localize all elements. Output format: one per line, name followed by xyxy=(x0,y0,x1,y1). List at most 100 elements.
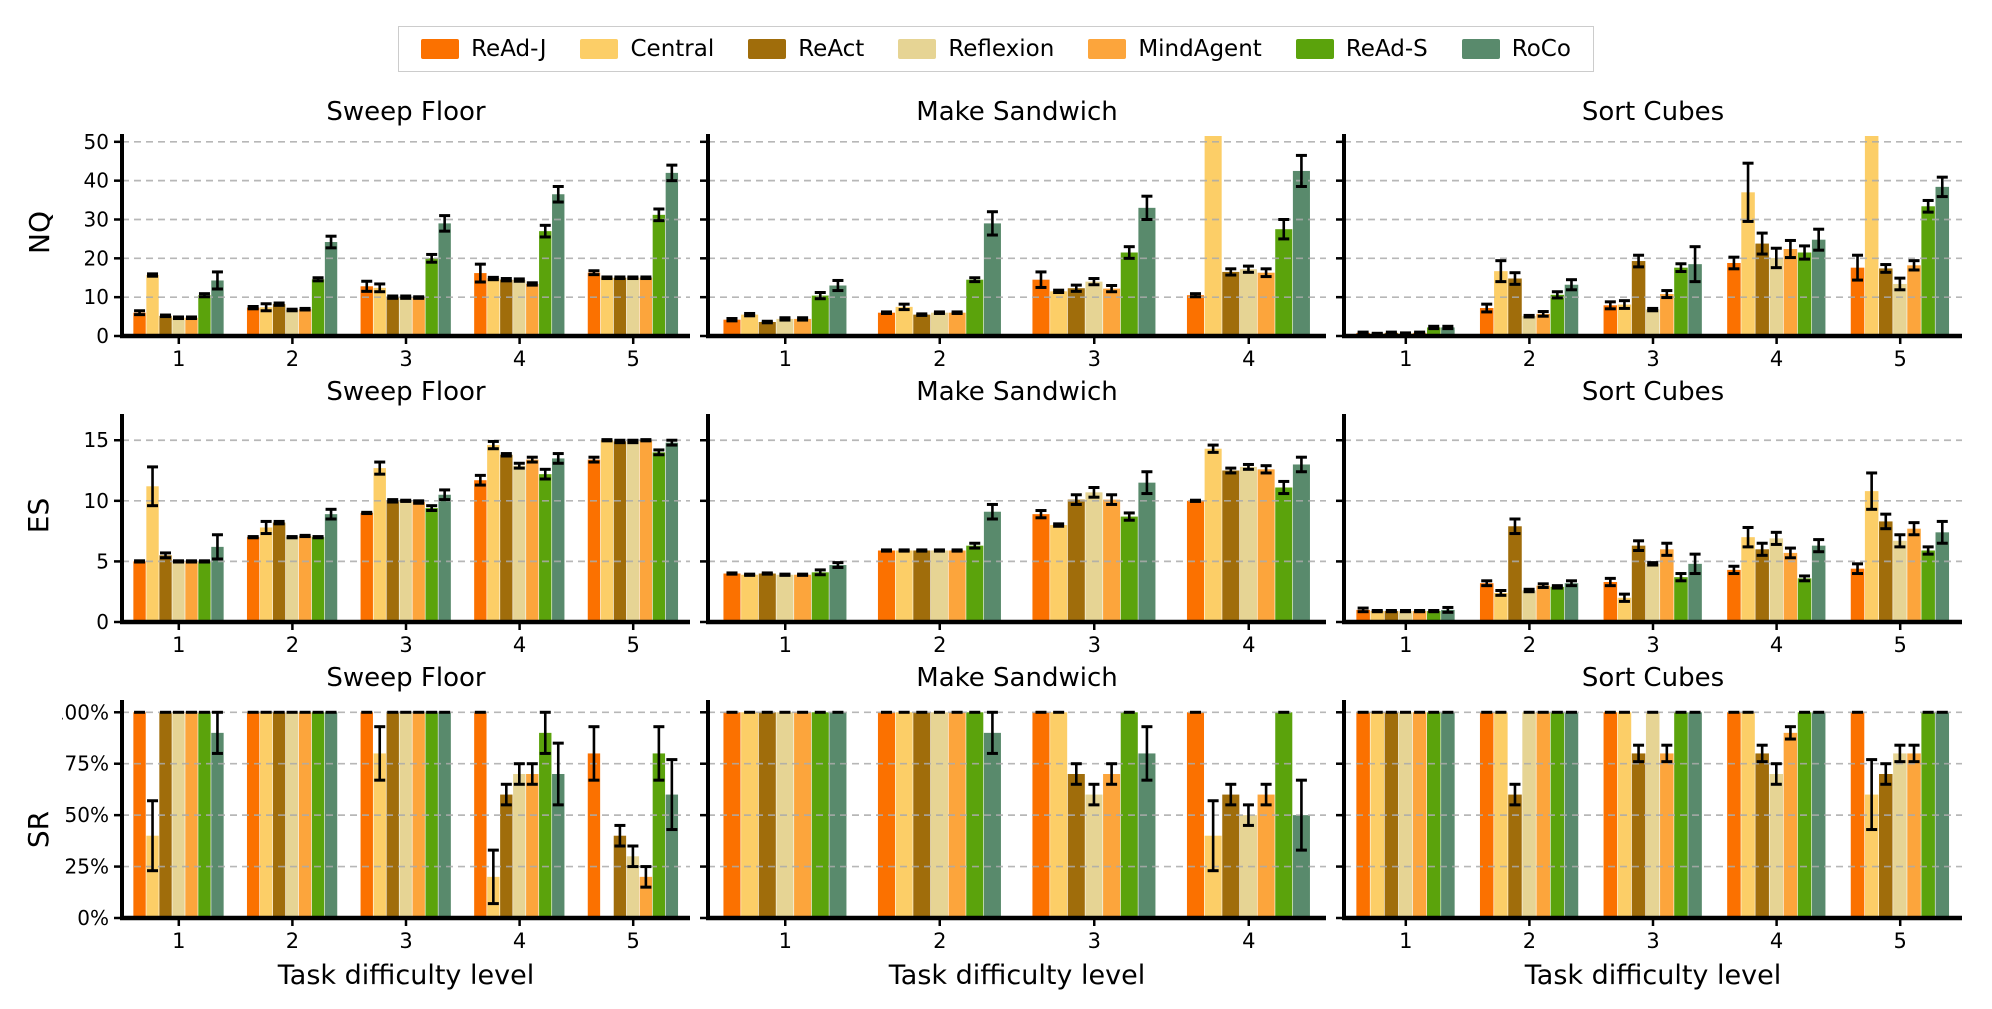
error-bar xyxy=(1428,324,1440,331)
bar xyxy=(1783,249,1798,336)
error-bar xyxy=(1647,306,1659,313)
bar xyxy=(983,732,1001,918)
bar xyxy=(133,312,146,336)
x-tick-label: 3 xyxy=(1088,929,1101,953)
error-bar xyxy=(614,438,626,445)
chart-canvas: Sort Cubes 1 2 3 4 5 xyxy=(1336,97,1962,371)
bar xyxy=(513,774,526,918)
chart-title: Sort Cubes xyxy=(1582,663,1724,693)
chart-grid: NQ Sweep Floor 0 10 20 30 40 50 1 2 3 4 5 Make Sand… xyxy=(16,96,1970,996)
bar xyxy=(1674,267,1688,336)
error-bar xyxy=(666,163,678,183)
bar xyxy=(552,774,565,918)
bar xyxy=(1645,309,1660,336)
bar xyxy=(298,535,312,622)
error-bar xyxy=(1565,278,1577,292)
error-bar xyxy=(211,270,223,291)
error-bar xyxy=(1414,330,1426,336)
x-tick-label: 5 xyxy=(627,929,640,953)
x-tick-label: 5 xyxy=(1894,633,1907,654)
error-bar xyxy=(147,799,159,873)
error-bar xyxy=(1225,267,1237,277)
chart-sr-sort-cubes: Sort Cubes 1 2 3 4 5 Task difficulty level xyxy=(1334,662,1970,996)
chart-title: Make Sandwich xyxy=(916,377,1117,407)
x-tick-label: 5 xyxy=(627,347,640,368)
bar xyxy=(246,537,260,622)
error-bar xyxy=(933,548,945,553)
bar xyxy=(539,231,552,336)
bar xyxy=(198,561,211,622)
bar xyxy=(626,277,640,336)
error-bar xyxy=(1551,290,1563,300)
error-bar xyxy=(325,507,337,521)
bar xyxy=(1204,448,1222,622)
bar xyxy=(895,550,913,622)
x-tick-label: 4 xyxy=(1242,633,1255,654)
error-bar xyxy=(653,207,665,223)
error-bar xyxy=(1141,194,1153,221)
bar xyxy=(211,732,224,918)
legend-item-read-j: ReAd-J xyxy=(421,36,546,62)
x-tick-label: 3 xyxy=(1646,347,1659,368)
bar xyxy=(741,314,759,336)
bar xyxy=(1085,794,1103,918)
error-bar xyxy=(1371,608,1383,614)
error-bar xyxy=(744,572,756,577)
error-bar xyxy=(588,725,600,782)
y-tick-label: 20 xyxy=(84,246,109,270)
bar xyxy=(1907,753,1921,918)
error-bar xyxy=(526,281,538,287)
x-tick-label: 2 xyxy=(1523,347,1536,368)
bar xyxy=(1222,794,1240,918)
error-bar xyxy=(1537,310,1549,318)
bar xyxy=(613,277,627,336)
error-bar xyxy=(666,758,678,832)
bar xyxy=(1727,262,1741,336)
bar xyxy=(1398,611,1413,622)
error-bar xyxy=(185,315,197,321)
legend-label: ReAd-S xyxy=(1345,36,1428,62)
bar xyxy=(500,279,513,336)
error-bar xyxy=(1242,462,1254,471)
bar xyxy=(758,322,776,336)
error-bar xyxy=(474,262,486,284)
error-bar xyxy=(1894,533,1906,549)
x-tick-label: 3 xyxy=(1646,929,1659,953)
error-bar xyxy=(601,438,613,443)
bar xyxy=(412,297,425,336)
error-bar xyxy=(1523,313,1535,319)
error-bar xyxy=(147,272,159,278)
bar xyxy=(373,287,386,336)
bar xyxy=(983,223,1001,336)
chart-sr-sweep-floor: Sweep Floor 0% 25% 50% 75% 100% 1 2 3 4 5 Task diff… xyxy=(52,662,698,996)
bar xyxy=(1864,491,1879,622)
bar xyxy=(1811,545,1826,622)
bar xyxy=(373,753,386,918)
legend: ReAd-J Central ReAct Reflexion MindAgent ReAd… xyxy=(398,26,1594,72)
bar xyxy=(513,280,526,336)
x-tick-label: 4 xyxy=(1770,929,1783,953)
x-tick-label: 4 xyxy=(1770,347,1783,368)
legend-label: Reflexion xyxy=(948,36,1055,62)
bar xyxy=(1741,537,1755,622)
error-bar xyxy=(640,275,652,281)
chart-canvas: Sort Cubes 1 2 3 4 5 xyxy=(1336,377,1962,657)
bar xyxy=(639,440,653,622)
x-tick-label: 4 xyxy=(513,633,526,654)
bar xyxy=(324,514,338,622)
chart-es-sort-cubes: Sort Cubes 1 2 3 4 5 xyxy=(1334,376,1970,657)
bar xyxy=(1850,568,1865,622)
error-bar xyxy=(1770,246,1782,270)
error-bar xyxy=(1123,245,1135,260)
error-bar xyxy=(1260,782,1272,807)
metric-cell-sr: SR xyxy=(16,662,62,996)
bar xyxy=(1508,526,1522,622)
error-bar xyxy=(640,865,652,889)
bar xyxy=(877,550,896,622)
x-tick-label: 2 xyxy=(933,347,946,368)
x-tick-label: 1 xyxy=(1399,633,1412,654)
bar xyxy=(500,454,513,622)
x-tick-label: 1 xyxy=(1399,929,1412,953)
error-bar xyxy=(1604,300,1616,311)
error-bar xyxy=(1495,259,1507,284)
